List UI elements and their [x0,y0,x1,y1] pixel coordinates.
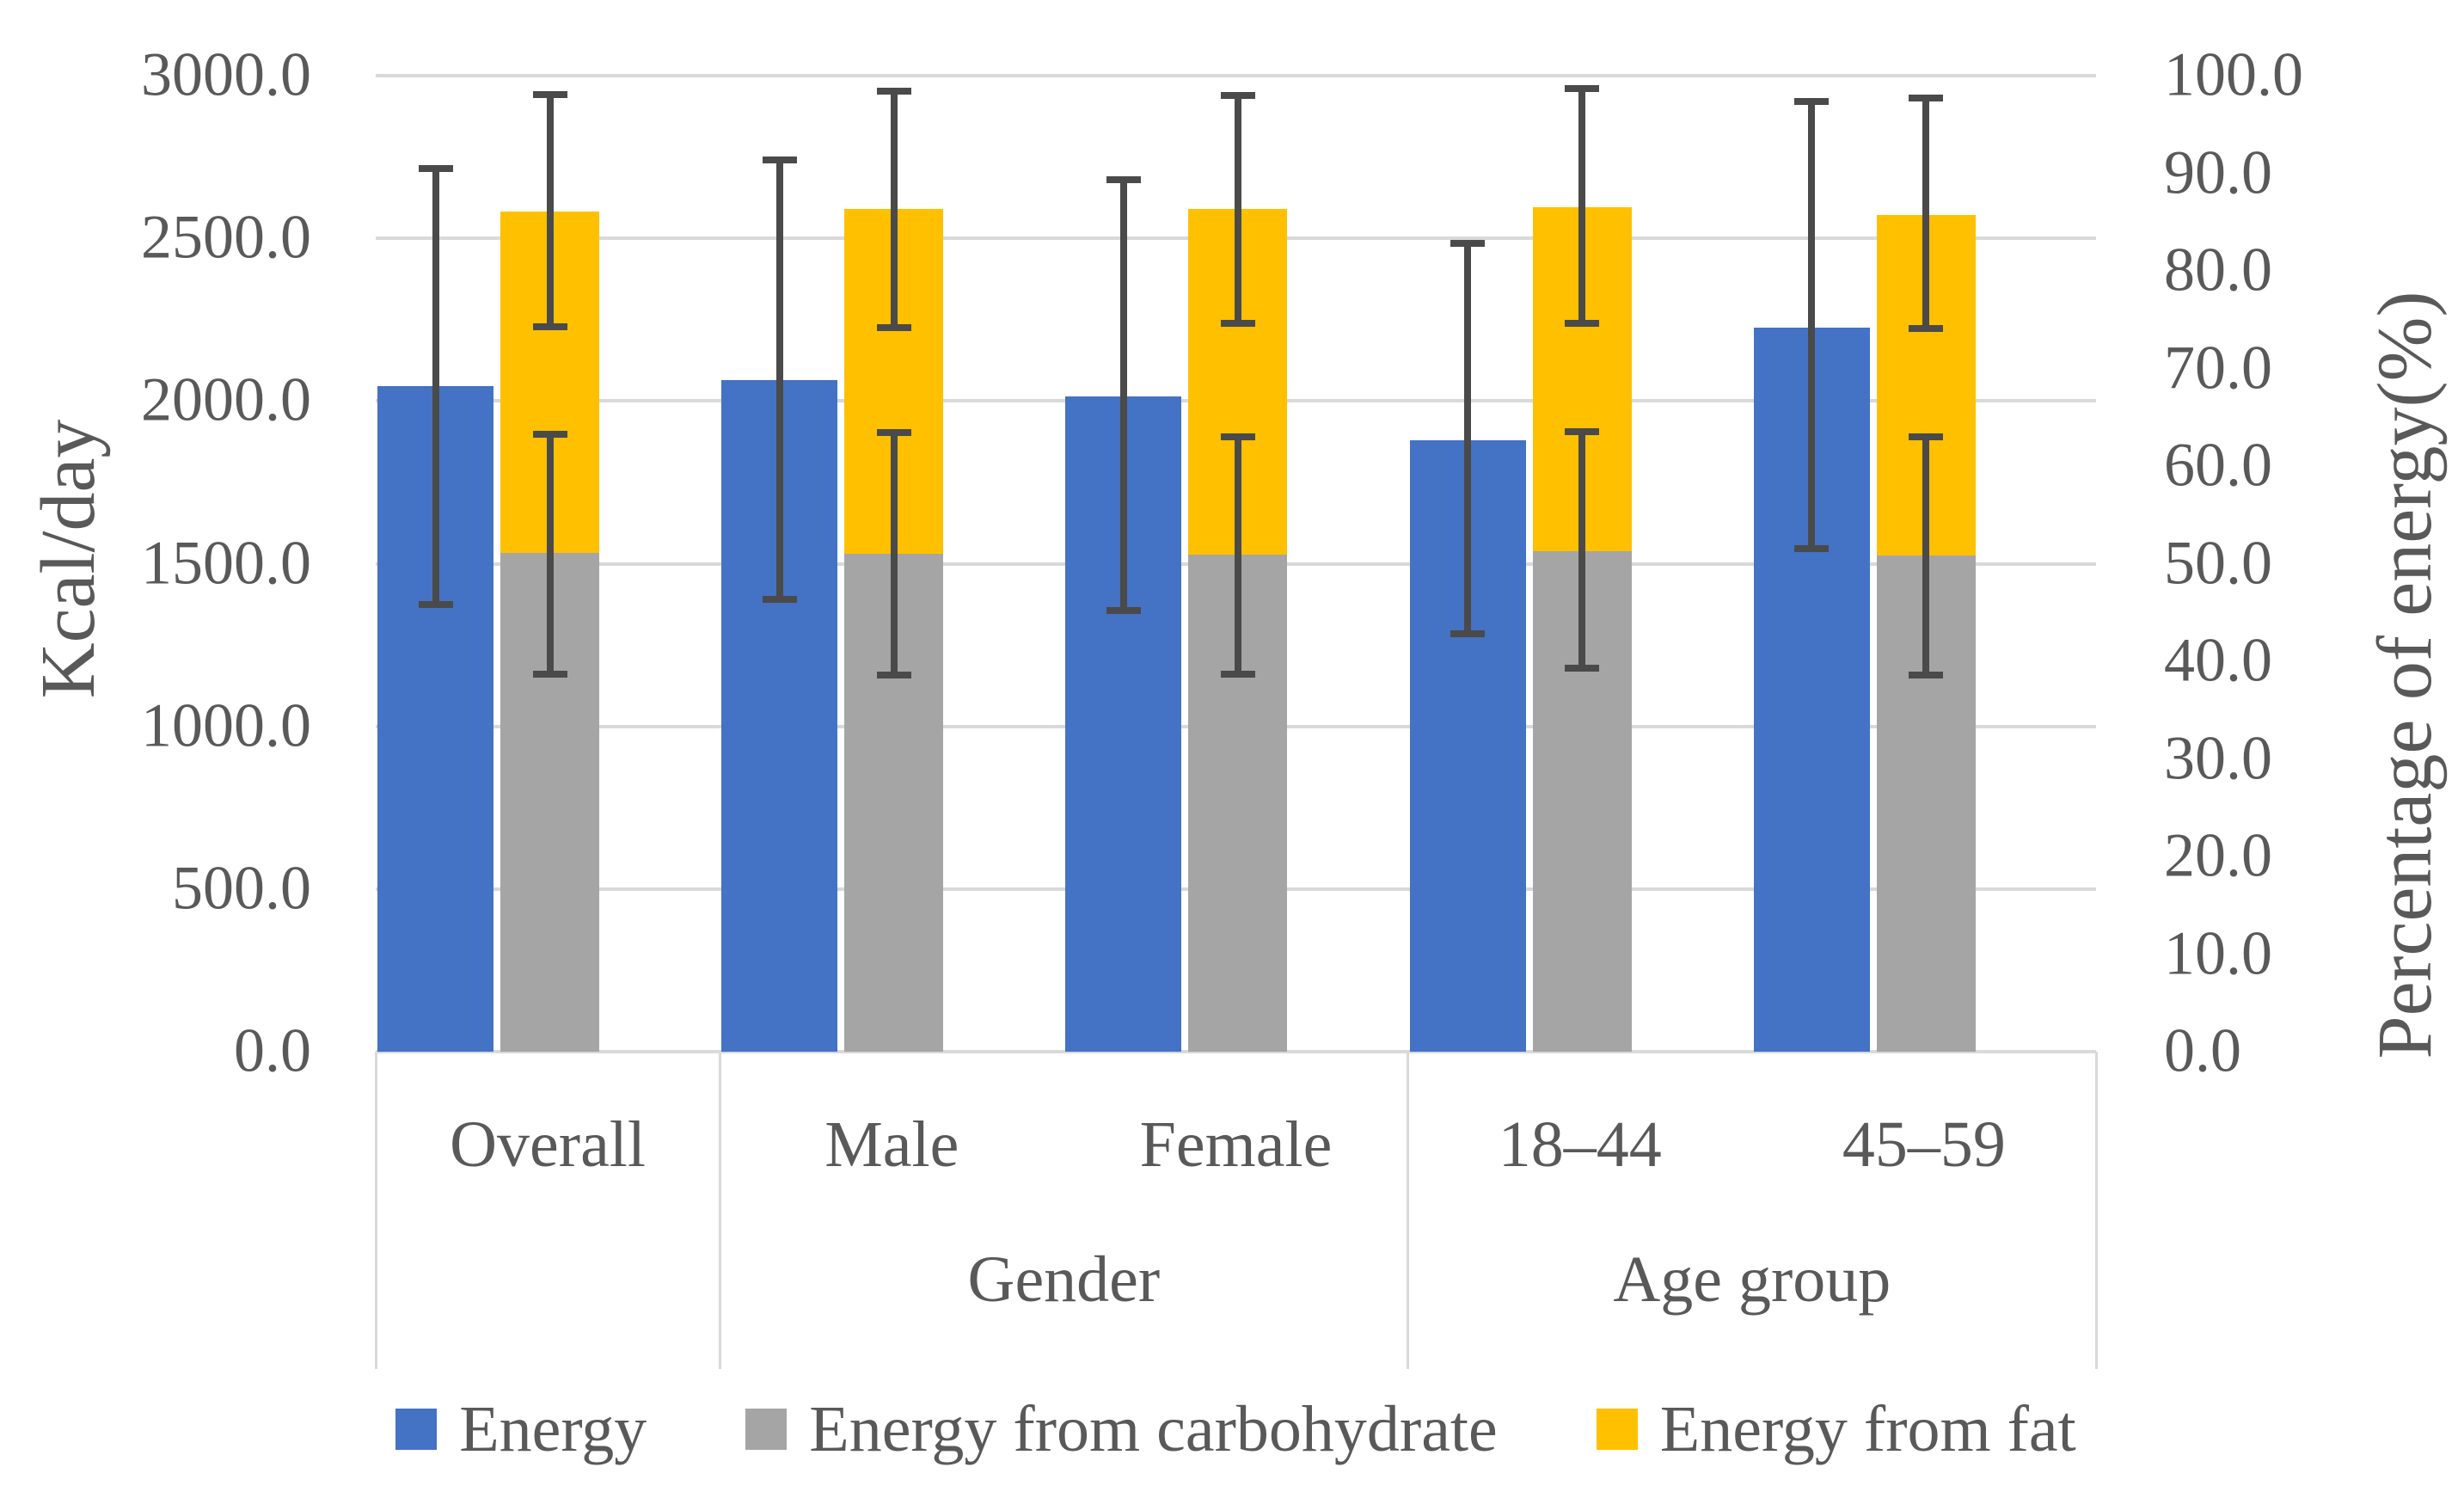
error-bar-carbohydrate [890,433,898,675]
x-axis-baseline [376,1050,2096,1053]
error-bar-carbohydrate [1578,432,1586,668]
legend: Energy Energy from carbohydrate Energy f… [376,1386,2096,1472]
legend-item-energy: Energy [395,1397,647,1462]
error-bar-energy-top-cap [1794,98,1830,106]
error-bar-fat-top-cap [876,88,911,95]
right-axis-tick-label: 40.0 [2164,625,2272,695]
error-bar-energy-bottom-cap [1450,629,1486,637]
left-axis-tick-label: 0.0 [234,1016,311,1085]
right-axis-tick-label: 90.0 [2164,138,2272,207]
legend-item-carbohydrate: Energy from carbohydrate [745,1397,1498,1462]
category-divider [1407,1052,1410,1369]
error-bar-fat-bottom-cap [876,323,911,331]
legend-item-fat: Energy from fat [1596,1393,2076,1465]
left-axis-tick-label: 2500.0 [141,202,311,272]
left-axis-tick-label: 1500.0 [141,528,311,598]
category-divider [374,1052,377,1369]
error-bar-fat-bottom-cap [1565,320,1600,328]
error-bar-carbohydrate-top-cap [1220,433,1255,440]
right-axis-tick-label: 70.0 [2164,333,2272,402]
category-group-label: Gender [967,1243,1161,1316]
right-axis-tick-label: 100.0 [2164,40,2303,109]
error-bar-fat-top-cap [1565,84,1600,92]
error-bar-fat [1578,88,1586,324]
error-bar-energy [1808,101,1816,549]
right-axis-tick-label: 0.0 [2164,1016,2241,1085]
error-bar-fat [1922,98,1930,328]
error-bar-energy-bottom-cap [418,600,453,608]
error-bar-fat [890,91,898,328]
legend-swatch-fat-icon [1596,1409,1638,1450]
category-label: 45–59 [1842,1108,2006,1181]
error-bar-fat-bottom-cap [532,322,567,330]
legend-swatch-carbohydrate-icon [745,1409,788,1450]
error-bar-carbohydrate-top-cap [1565,428,1600,436]
error-bar-fat [546,94,554,327]
error-bar-energy-bottom-cap [762,596,797,604]
category-divider [718,1052,721,1369]
right-axis-tick-label: 10.0 [2164,918,2272,988]
category-divider [2094,1052,2098,1369]
right-axis-tick-label: 60.0 [2164,430,2272,500]
gridline [376,74,2096,77]
error-bar-energy [775,160,783,600]
error-bar-carbohydrate-bottom-cap [1220,670,1255,678]
error-bar-carbohydrate-bottom-cap [1909,671,1944,678]
error-bar-carbohydrate-top-cap [1909,433,1944,440]
left-axis-title: Kcal/day [26,419,111,699]
legend-swatch-energy-icon [395,1409,438,1450]
category-label: Female [1139,1108,1333,1181]
error-bar-carbohydrate-bottom-cap [532,670,567,678]
error-bar-energy [1464,243,1472,634]
right-axis-tick-label: 20.0 [2164,820,2272,890]
left-axis-tick-label: 2000.0 [141,365,311,434]
error-bar-energy-top-cap [418,164,453,172]
legend-label-fat: Energy from fat [1659,1393,2076,1465]
error-bar-fat-bottom-cap [1909,324,1944,332]
error-bar-energy-bottom-cap [1106,607,1141,615]
error-bar-energy [1119,180,1127,611]
category-label: Male [824,1108,959,1181]
error-bar-carbohydrate [1922,436,1930,675]
error-bar-fat-top-cap [1909,95,1944,102]
right-axis-tick-label: 30.0 [2164,723,2272,793]
right-axis-tick-label: 50.0 [2164,528,2272,598]
error-bar-energy-top-cap [762,157,797,164]
error-bar-energy-bottom-cap [1794,545,1830,553]
left-axis-tick-label: 3000.0 [141,40,311,109]
error-bar-energy-top-cap [1450,239,1486,247]
error-bar-carbohydrate [546,433,554,674]
right-axis-title: Percentage of energy(%) [2363,291,2448,1059]
right-axis-tick-label: 80.0 [2164,235,2272,304]
legend-label-energy: Energy [459,1393,647,1465]
category-group-label: Age group [1613,1243,1891,1316]
error-bar-energy-top-cap [1106,176,1141,184]
error-bar-carbohydrate-bottom-cap [876,671,911,678]
error-bar-energy [432,168,439,605]
left-axis-tick-label: 500.0 [172,853,311,923]
error-bar-fat-bottom-cap [1220,320,1255,328]
error-bar-carbohydrate-top-cap [532,430,567,438]
error-bar-carbohydrate-bottom-cap [1565,664,1600,672]
legend-label-carbohydrate: Energy from carbohydrate [809,1393,1498,1465]
error-bar-fat-top-cap [1220,91,1255,99]
category-label: 18–44 [1498,1108,1662,1181]
error-bar-carbohydrate-top-cap [876,429,911,437]
error-bar-fat-top-cap [532,90,567,98]
error-bar-carbohydrate [1234,436,1241,674]
category-label: Overall [450,1108,647,1181]
left-axis-tick-label: 1000.0 [141,691,311,760]
error-bar-fat [1234,95,1241,324]
